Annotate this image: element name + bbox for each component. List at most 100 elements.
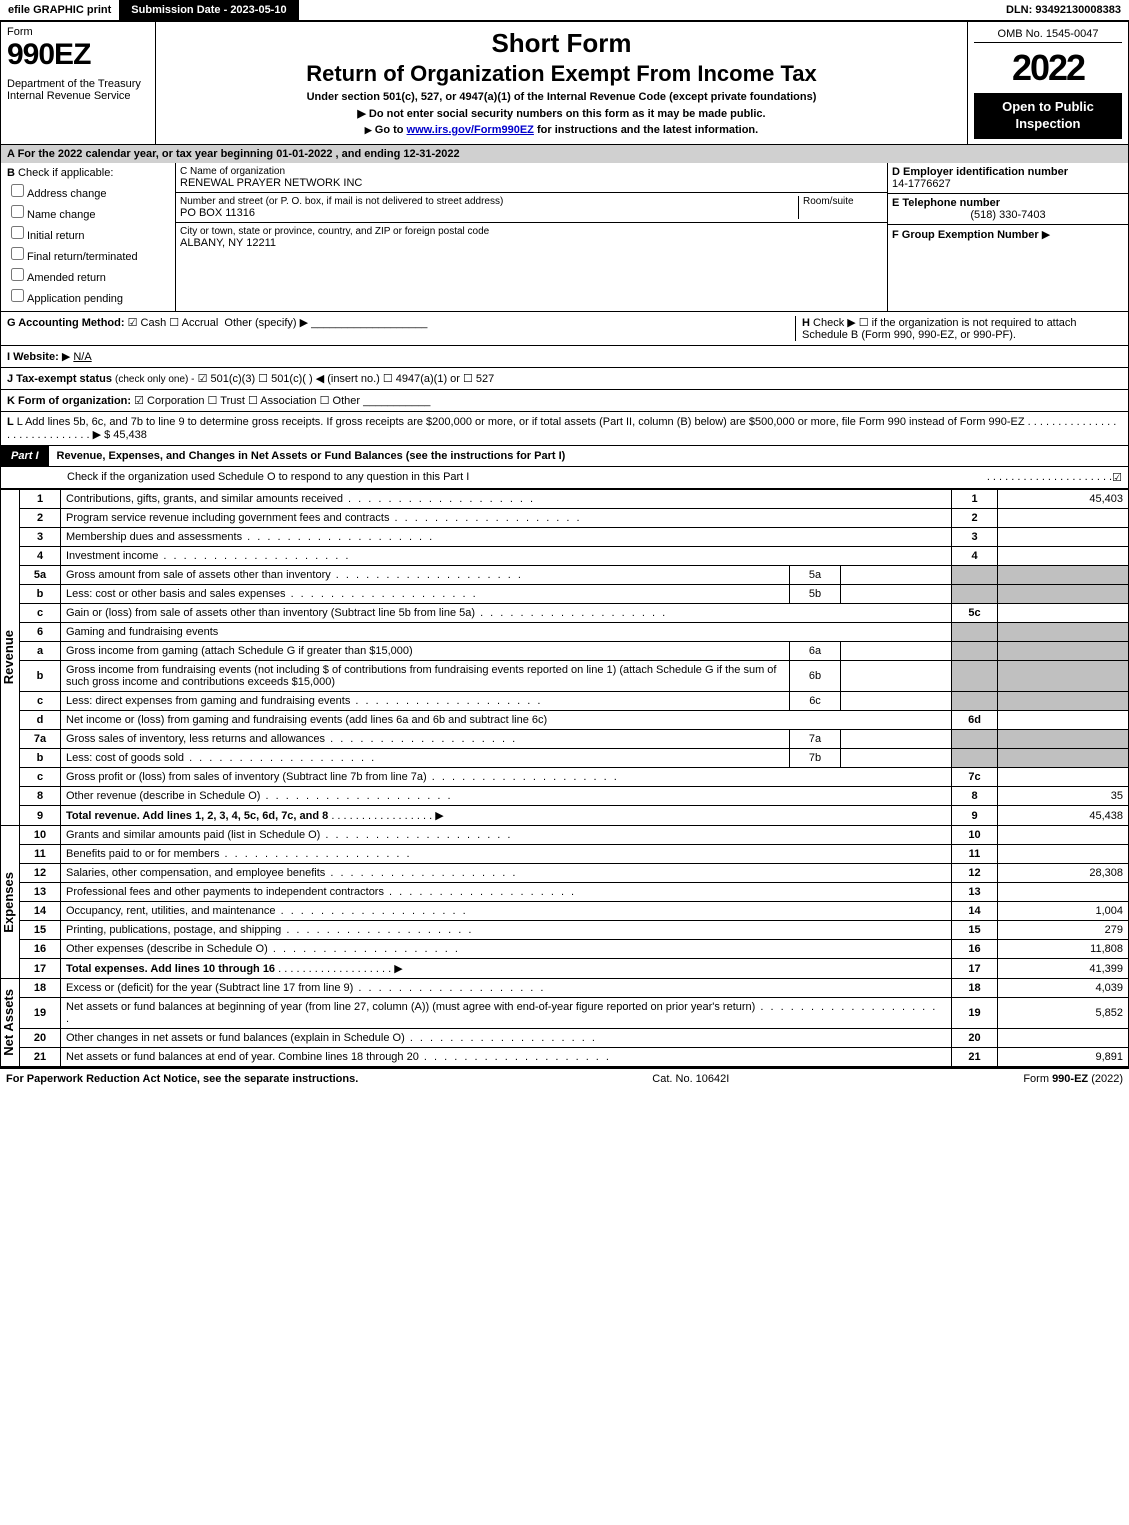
part-1-title: Revenue, Expenses, and Changes in Net As… xyxy=(49,446,574,466)
section-k-form-org: K Form of organization: ☑ Corporation ☐ … xyxy=(0,390,1129,412)
accounting-cash: Cash xyxy=(141,317,167,329)
line-5b-text: Less: cost or other basis and sales expe… xyxy=(61,585,790,604)
line-7a-val-gray xyxy=(998,730,1129,749)
check-name-change[interactable]: Name change xyxy=(7,202,169,221)
city-label: City or town, state or province, country… xyxy=(180,226,883,237)
line-7b-num-gray xyxy=(952,749,998,768)
tax-exempt-options: ☑ 501(c)(3) ☐ 501(c)( ) ◀ (insert no.) ☐… xyxy=(198,373,495,385)
line-7b-sub: 7b xyxy=(790,749,841,768)
line-14-num: 14 xyxy=(952,902,998,921)
line-6c-subval xyxy=(841,692,952,711)
ein-label: D Employer identification number xyxy=(892,166,1068,178)
line-6b-num-gray xyxy=(952,661,998,692)
line-19-text: Net assets or fund balances at beginning… xyxy=(61,998,952,1029)
street-label: Number and street (or P. O. box, if mail… xyxy=(180,196,798,207)
line-7a-text: Gross sales of inventory, less returns a… xyxy=(61,730,790,749)
subtitle-goto: Go to www.irs.gov/Form990EZ for instruct… xyxy=(162,124,961,136)
submission-date-label: Submission Date - 2023-05-10 xyxy=(119,0,298,20)
city-value: ALBANY, NY 12211 xyxy=(180,237,883,249)
line-9-no: 9 xyxy=(20,806,61,826)
line-17-num: 17 xyxy=(952,959,998,979)
line-6d-val xyxy=(998,711,1129,730)
line-7b-text: Less: cost of goods sold xyxy=(61,749,790,768)
line-14-val: 1,004 xyxy=(998,902,1129,921)
line-8-no: 8 xyxy=(20,787,61,806)
open-to-public-inspection: Open to Public Inspection xyxy=(974,93,1122,139)
line-10-no: 10 xyxy=(20,826,61,845)
line-6c-text: Less: direct expenses from gaming and fu… xyxy=(61,692,790,711)
group-exemption-row: F Group Exemption Number ▶ xyxy=(888,225,1128,244)
line-19-val: 5,852 xyxy=(998,998,1129,1029)
line-19-no: 19 xyxy=(20,998,61,1029)
efile-print-label[interactable]: efile GRAPHIC print xyxy=(0,0,119,20)
group-exemption-label: F Group Exemption Number xyxy=(892,229,1039,241)
line-16-val: 11,808 xyxy=(998,940,1129,959)
form-number: 990EZ xyxy=(7,38,149,72)
dln-label: DLN: 93492130008383 xyxy=(998,0,1129,20)
line-8-val: 35 xyxy=(998,787,1129,806)
line-17-text: Total expenses. Add lines 10 through 16 … xyxy=(61,959,952,979)
line-12-no: 12 xyxy=(20,864,61,883)
line-2-text: Program service revenue including govern… xyxy=(61,509,952,528)
check-final-return[interactable]: Final return/terminated xyxy=(7,244,169,263)
paperwork-notice: For Paperwork Reduction Act Notice, see … xyxy=(6,1073,358,1085)
org-city-row: City or town, state or province, country… xyxy=(176,223,887,252)
line-4-val xyxy=(998,547,1129,566)
line-1-text: Contributions, gifts, grants, and simila… xyxy=(61,490,952,509)
room-label: Room/suite xyxy=(803,196,883,207)
line-7a-num-gray xyxy=(952,730,998,749)
line-6-num-gray xyxy=(952,623,998,642)
line-21-no: 21 xyxy=(20,1048,61,1067)
tax-year: 2022 xyxy=(974,43,1122,93)
line-9-num: 9 xyxy=(952,806,998,826)
line-5a-subval xyxy=(841,566,952,585)
line-4-text: Investment income xyxy=(61,547,952,566)
line-15-no: 15 xyxy=(20,921,61,940)
line-5b-sub: 5b xyxy=(790,585,841,604)
line-7a-no: 7a xyxy=(20,730,61,749)
line-4-no: 4 xyxy=(20,547,61,566)
line-6a-num-gray xyxy=(952,642,998,661)
line-6-val-gray xyxy=(998,623,1129,642)
line-16-num: 16 xyxy=(952,940,998,959)
line-11-val xyxy=(998,845,1129,864)
line-7b-no: b xyxy=(20,749,61,768)
form-ref: Form 990-EZ (2022) xyxy=(1023,1073,1123,1085)
website-label: I Website: xyxy=(7,351,59,363)
tax-exempt-note: (check only one) - xyxy=(115,374,194,385)
irs-link[interactable]: www.irs.gov/Form990EZ xyxy=(407,124,534,136)
section-def-col: D Employer identification number 14-1776… xyxy=(888,163,1128,311)
line-2-no: 2 xyxy=(20,509,61,528)
section-l-gross-receipts: L L Add lines 5b, 6c, and 7b to line 9 t… xyxy=(0,412,1129,446)
check-application-pending[interactable]: Application pending xyxy=(7,286,169,305)
line-7c-text: Gross profit or (loss) from sales of inv… xyxy=(61,768,952,787)
line-19-num: 19 xyxy=(952,998,998,1029)
line-14-text: Occupancy, rent, utilities, and maintena… xyxy=(61,902,952,921)
org-name-label: C Name of organization xyxy=(180,166,883,177)
line-5c-no: c xyxy=(20,604,61,623)
line-7b-subval xyxy=(841,749,952,768)
check-amended-return[interactable]: Amended return xyxy=(7,265,169,284)
line-20-num: 20 xyxy=(952,1029,998,1048)
line-9-text: Total revenue. Add lines 1, 2, 3, 4, 5c,… xyxy=(61,806,952,826)
line-2-val xyxy=(998,509,1129,528)
org-name-row: C Name of organization RENEWAL PRAYER NE… xyxy=(176,163,887,193)
line-3-num: 3 xyxy=(952,528,998,547)
line-10-num: 10 xyxy=(952,826,998,845)
subtitle-501c: Under section 501(c), 527, or 4947(a)(1)… xyxy=(162,91,961,103)
section-g-h-row: G Accounting Method: ☑ Cash ☐ Accrual Ot… xyxy=(0,312,1129,346)
website-value: N/A xyxy=(73,351,91,363)
line-13-num: 13 xyxy=(952,883,998,902)
line-6-no: 6 xyxy=(20,623,61,642)
line-6a-val-gray xyxy=(998,642,1129,661)
line-6b-sub: 6b xyxy=(790,661,841,692)
check-initial-return[interactable]: Initial return xyxy=(7,223,169,242)
street-value: PO BOX 11316 xyxy=(180,207,798,219)
page-footer: For Paperwork Reduction Act Notice, see … xyxy=(0,1067,1129,1089)
line-5b-val-gray xyxy=(998,585,1129,604)
section-b-checklist: B Check if applicable: Address change Na… xyxy=(1,163,176,311)
check-address-change[interactable]: Address change xyxy=(7,181,169,200)
line-13-no: 13 xyxy=(20,883,61,902)
line-9-val: 45,438 xyxy=(998,806,1129,826)
section-l-amount: $ 45,438 xyxy=(104,429,147,441)
